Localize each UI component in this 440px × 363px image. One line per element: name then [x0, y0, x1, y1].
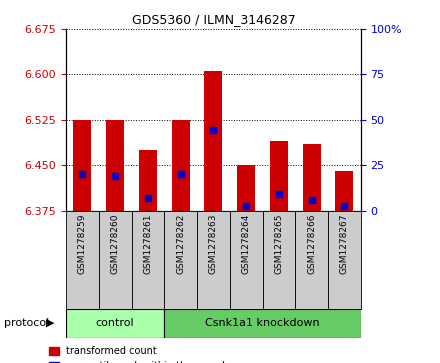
Bar	[132, 211, 164, 309]
Bar	[237, 164, 255, 211]
Text: GSM1278260: GSM1278260	[110, 213, 120, 274]
Text: GSM1278267: GSM1278267	[340, 213, 349, 274]
Text: GSM1278261: GSM1278261	[143, 213, 152, 274]
Bar	[66, 309, 164, 338]
Bar	[303, 144, 321, 211]
Text: protocol: protocol	[4, 318, 50, 328]
Bar	[263, 211, 295, 309]
Bar	[197, 211, 230, 309]
Text: GSM1278265: GSM1278265	[275, 213, 283, 274]
Title: GDS5360 / ILMN_3146287: GDS5360 / ILMN_3146287	[132, 13, 295, 26]
Text: GSM1278266: GSM1278266	[307, 213, 316, 274]
Bar	[172, 120, 190, 211]
Text: GSM1278264: GSM1278264	[242, 213, 251, 274]
Bar	[270, 141, 288, 211]
Bar	[295, 211, 328, 309]
Bar	[99, 211, 132, 309]
Bar	[73, 120, 92, 211]
Legend: transformed count, percentile rank within the sample: transformed count, percentile rank withi…	[49, 346, 231, 363]
Text: ▶: ▶	[46, 318, 55, 328]
Bar	[205, 72, 222, 211]
Text: GSM1278262: GSM1278262	[176, 213, 185, 274]
Text: GSM1278259: GSM1278259	[78, 213, 87, 274]
Text: Csnk1a1 knockdown: Csnk1a1 knockdown	[205, 318, 320, 328]
Bar	[328, 211, 361, 309]
Bar	[335, 171, 353, 211]
Text: GSM1278263: GSM1278263	[209, 213, 218, 274]
Bar	[139, 150, 157, 211]
Bar	[164, 211, 197, 309]
Bar	[164, 309, 361, 338]
Bar	[230, 211, 263, 309]
Text: control: control	[96, 318, 135, 328]
Bar	[66, 211, 99, 309]
Bar	[106, 120, 124, 211]
